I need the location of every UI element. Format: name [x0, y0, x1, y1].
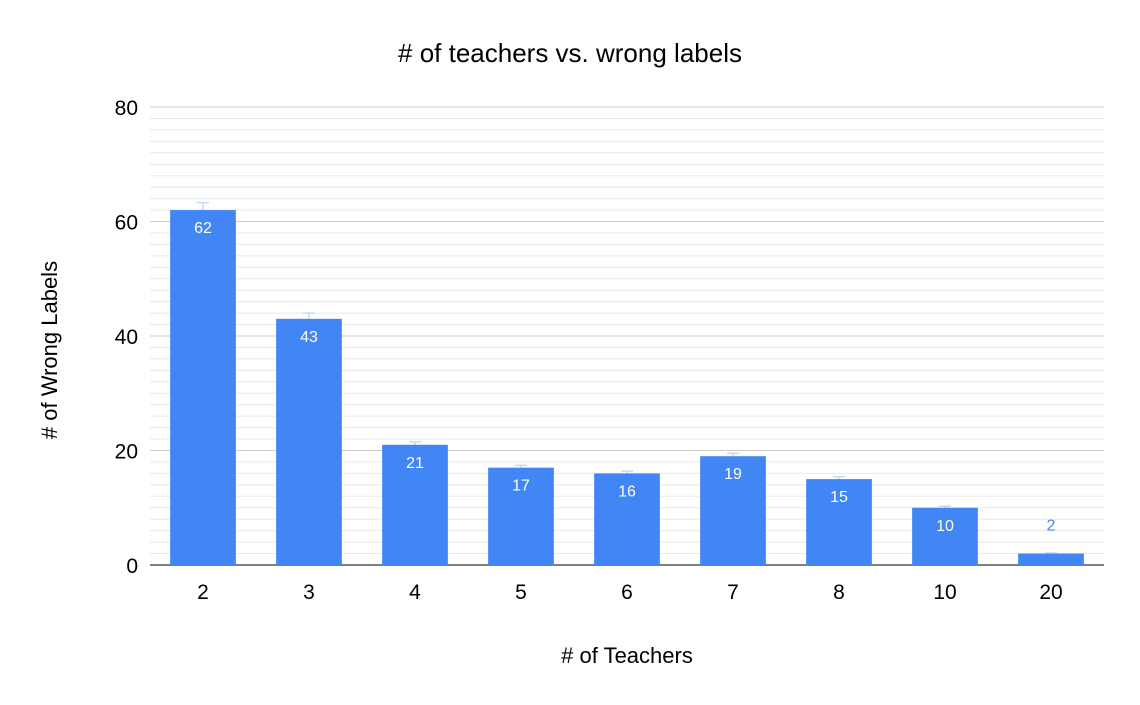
data-label: 62 — [194, 220, 212, 237]
x-tick-label: 6 — [621, 581, 633, 604]
y-tick-layer: 0 20 40 60 80 — [115, 97, 138, 578]
bar — [170, 210, 236, 566]
bar — [594, 473, 660, 565]
x-axis-title: # of Teachers — [561, 643, 693, 668]
data-label: 2 — [1047, 518, 1056, 535]
chart-title: # of teachers vs. wrong labels — [398, 38, 742, 68]
x-tick-label: 4 — [409, 581, 421, 604]
x-tick-label: 5 — [515, 581, 527, 604]
x-tick-label: 7 — [727, 581, 739, 604]
x-tick-label: 3 — [303, 581, 315, 604]
data-label: 19 — [724, 466, 742, 483]
bar — [276, 318, 342, 565]
y-tick-label: 20 — [115, 441, 138, 464]
x-tick-label: 20 — [1039, 581, 1062, 604]
data-label: 17 — [512, 478, 530, 495]
data-label: 21 — [406, 455, 424, 472]
bar — [700, 456, 766, 565]
bar — [912, 507, 978, 565]
y-tick-label: 60 — [115, 212, 138, 235]
y-tick-label: 40 — [115, 326, 138, 349]
bar — [382, 444, 448, 565]
bar — [806, 479, 872, 565]
y-tick-label: 0 — [126, 555, 138, 578]
data-label-layer: 62 43 21 17 16 19 15 10 2 — [194, 220, 1055, 535]
x-tick-label: 10 — [933, 581, 956, 604]
bar — [1018, 553, 1084, 565]
x-tick-label: 2 — [197, 581, 209, 604]
data-label: 43 — [300, 329, 318, 346]
x-tick-label: 8 — [833, 581, 845, 604]
data-label: 16 — [618, 483, 636, 500]
bar-layer — [170, 210, 1084, 566]
data-label: 10 — [936, 518, 954, 535]
x-tick-layer: 2 3 4 5 6 7 8 10 20 — [197, 581, 1063, 604]
y-axis-title: # of Wrong Labels — [37, 261, 62, 439]
data-label: 15 — [830, 489, 848, 506]
y-tick-label: 80 — [115, 97, 138, 120]
bar — [488, 467, 554, 565]
